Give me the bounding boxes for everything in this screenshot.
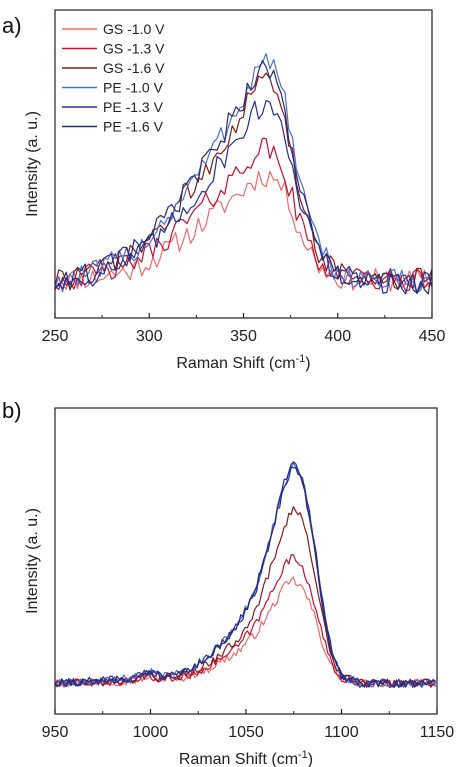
series-line-1 [55,170,432,292]
legend-label: GS -1.0 V [103,21,165,37]
x-tick-label: 350 [230,328,257,345]
legend-label: PE -1.0 V [103,80,164,96]
series-line-5 [55,461,436,688]
legend-label: GS -1.6 V [103,60,165,76]
x-tick-label: 300 [136,328,163,345]
legend-label: GS -1.3 V [103,41,165,57]
series-line-5 [55,100,432,295]
series-line-4 [55,462,437,688]
series-line-2 [55,137,432,292]
x-tick-label: 950 [42,724,69,741]
panel-label: b) [2,398,22,423]
x-axis-label: Raman Shift (cm-1) [176,353,310,372]
series-line-2 [55,554,436,688]
chart-panel-b: b) 950 1000 1050 1100 1150 Raman Shift (cm-1) I… [2,398,454,767]
x-tick-label: 1150 [420,724,455,741]
x-tick-label: 450 [419,328,446,345]
x-tick-label: 1100 [324,724,359,741]
chart-panel-a: a) 250 300 350 400 450 Raman Shift (cm-1) Inten… [2,9,446,372]
y-axis-label: Intensity (a. u.) [24,111,41,217]
x-tick-label: 250 [42,328,69,345]
x-tick-label: 1050 [228,724,264,741]
series-line-1 [55,576,437,688]
x-axis-label: Raman Shift (cm-1) [179,749,313,767]
y-axis-label: Intensity (a. u.) [24,508,41,614]
series-line-6 [55,60,432,295]
x-tick-label: 400 [324,328,351,345]
legend: GS -1.0 V GS -1.3 V GS -1.6 V PE -1.0 V PE -… [62,21,165,135]
series-group [55,461,437,689]
series-group [55,53,432,295]
panel-label: a) [2,13,22,38]
legend-label: PE -1.3 V [103,99,164,115]
plot-frame [54,407,438,715]
series-line-3 [55,506,436,689]
series-line-6 [55,466,436,688]
x-tick-label: 1000 [133,724,169,741]
legend-label: PE -1.6 V [103,119,164,135]
